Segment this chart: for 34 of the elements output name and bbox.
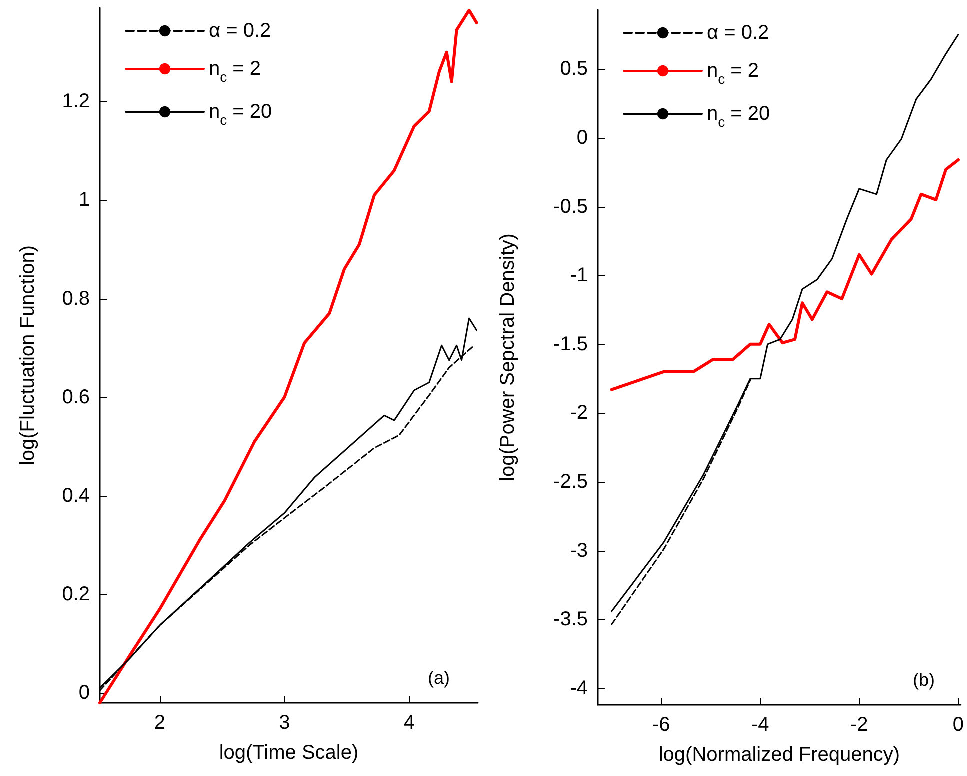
line-series (610, 158, 960, 392)
x-axis-title: log(Time Scale) (219, 742, 359, 764)
x-tick-label: 3 (279, 712, 290, 734)
x-tick-label: -4 (751, 714, 770, 736)
y-tick-label: -2.5 (554, 471, 588, 494)
y-tick-label: 0.4 (62, 484, 90, 507)
y-tick-label: 0.5 (560, 58, 588, 80)
y-tick-label: 0.6 (62, 386, 90, 408)
x-tick-label: -6 (652, 714, 670, 736)
y-tick-label: -1.5 (554, 333, 588, 356)
y-tick-label: -1 (570, 264, 588, 287)
x-tick-label: 2 (154, 712, 166, 734)
annotation: (a) (428, 668, 450, 688)
y-tick-label: 1.2 (62, 90, 90, 113)
legend-label: α = 0.2 (209, 20, 272, 42)
y-tick-label: 0.8 (62, 288, 90, 310)
x-axis-title: log(Normalized Frequency) (658, 744, 900, 766)
annotation: (b) (913, 670, 935, 690)
line-series (98, 8, 478, 704)
y-axis-title: log(Power Sepctral Density) (497, 234, 519, 482)
y-tick-label: -4 (570, 677, 588, 700)
legend-label: α = 0.2 (707, 22, 770, 44)
x-tick-label: 4 (404, 712, 415, 734)
y-tick-label: -2 (570, 402, 588, 424)
y-tick-label: 0.2 (62, 584, 90, 606)
y-tick-label: 0 (576, 126, 588, 149)
x-tick-label: -2 (850, 714, 868, 736)
y-tick-label: -3 (570, 540, 588, 562)
y-tick-label: 0 (78, 682, 90, 704)
x-tick-label: 0 (952, 714, 964, 736)
y-tick-label: -0.5 (554, 196, 588, 218)
y-tick-label: 1 (78, 189, 90, 212)
y-tick-label: -3.5 (554, 608, 588, 631)
y-axis-title: log(Fluctuation Function) (17, 245, 39, 466)
